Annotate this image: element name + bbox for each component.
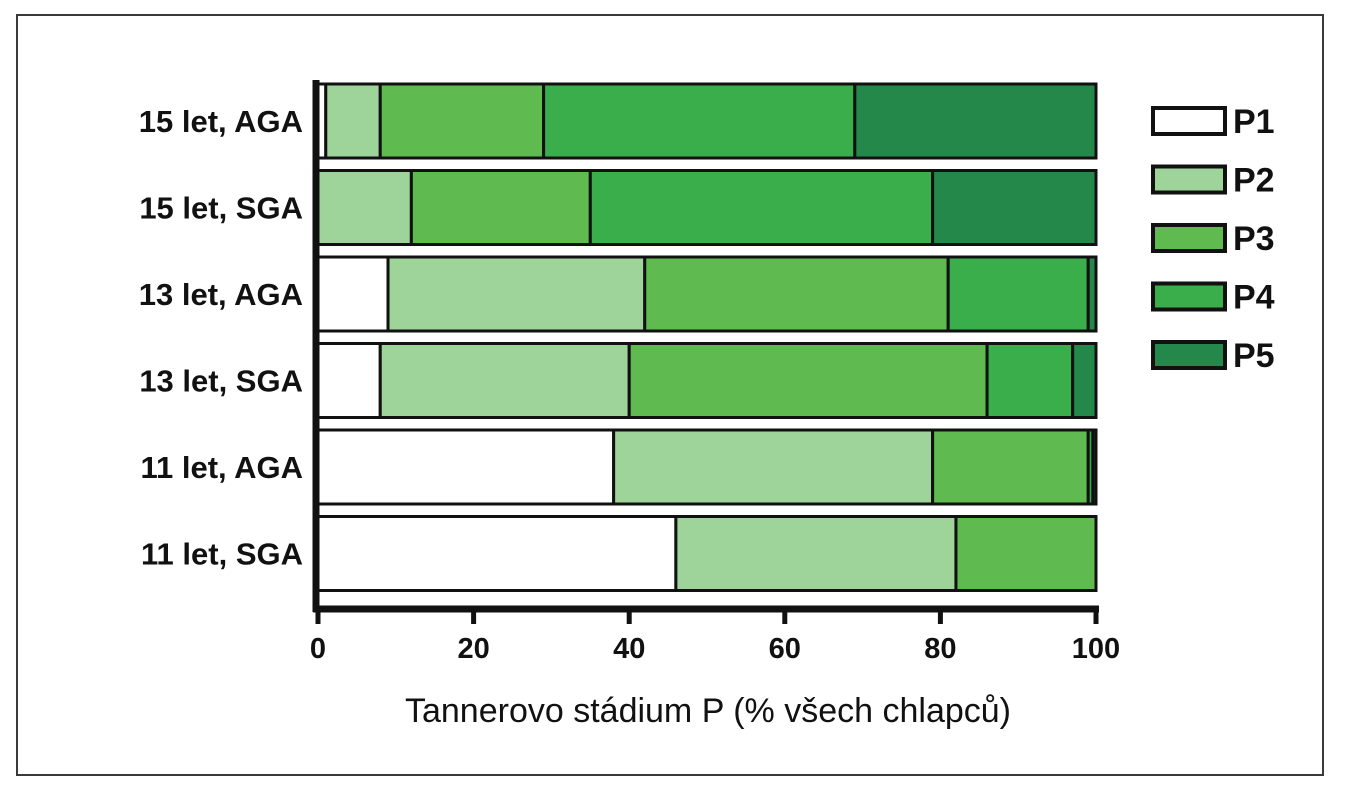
bar-segment-p4-row-2 <box>588 169 935 246</box>
bar-segment-p1-row-4 <box>316 342 382 419</box>
category-label: 13 let, AGA <box>139 277 303 312</box>
legend-label-p4: P4 <box>1233 279 1275 317</box>
x-tick-label: 100 <box>1072 633 1120 665</box>
bar-segment-p2-row-6 <box>674 515 958 592</box>
bar-segment-p2-row-5 <box>612 428 935 506</box>
category-label: 11 let, SGA <box>141 537 303 572</box>
bar-segment-p2-row-3 <box>386 255 647 333</box>
legend-swatch-p3 <box>1151 223 1227 253</box>
x-tick-label: 40 <box>613 633 645 665</box>
bar-segment-p5-row-3 <box>1086 255 1098 333</box>
bar-segment-p3-row-3 <box>643 255 950 333</box>
bar-segment-p3-row-2 <box>409 169 592 246</box>
bar-segment-p1-row-6 <box>316 515 678 592</box>
x-tick-label: 20 <box>457 633 489 665</box>
bar-segment-p5-row-5 <box>1091 428 1098 506</box>
bar-segment-p3-row-6 <box>954 515 1098 592</box>
x-tick-labels: 0 20 40 60 80 100 <box>310 633 1120 665</box>
bar-segment-p3-row-1 <box>378 82 546 160</box>
legend-swatch-p2 <box>1151 164 1227 195</box>
legend-label-p3: P3 <box>1233 220 1275 258</box>
bar-segment-p2-row-4 <box>378 342 631 419</box>
bar-segment-p3-row-5 <box>931 428 1090 506</box>
bar-segment-p4-row-1 <box>542 82 857 160</box>
bar-segment-p5-row-1 <box>853 82 1098 160</box>
x-tick-label: 0 <box>310 633 326 665</box>
category-label: 13 let, SGA <box>139 364 303 399</box>
legend-swatch-p5 <box>1151 340 1227 370</box>
x-tick-label: 60 <box>769 633 801 665</box>
category-label: 11 let, AGA <box>140 450 303 485</box>
bar-segment-p2-row-1 <box>324 82 382 160</box>
bar-segment-p1-row-5 <box>316 428 616 506</box>
legend: P1 P2 P3 P4 P5 <box>1151 103 1275 375</box>
legend-label-p2: P2 <box>1233 162 1275 200</box>
bar-segment-p4-row-4 <box>985 342 1075 419</box>
legend-swatch-p4 <box>1151 281 1227 312</box>
bar-segment-p2-row-2 <box>316 169 413 246</box>
category-labels: 15 let, AGA 15 let, SGA 13 let, AGA 13 let,… <box>139 104 303 572</box>
bar-segment-p5-row-4 <box>1071 342 1098 419</box>
bar-segment-p4-row-3 <box>946 255 1090 333</box>
category-label: 15 let, AGA <box>139 104 303 139</box>
bar-segment-p3-row-4 <box>627 342 989 419</box>
bars-group <box>316 82 1098 592</box>
bar-segment-p5-row-2 <box>931 169 1098 246</box>
axes-group <box>312 80 1099 624</box>
legend-swatch-p1 <box>1151 106 1227 136</box>
bar-segment-p1-row-3 <box>316 255 390 333</box>
legend-label-p5: P5 <box>1233 337 1275 375</box>
category-label: 15 let, SGA <box>139 191 303 226</box>
x-tick-label: 80 <box>924 633 956 665</box>
x-axis-title: Tannerovo stádium P (% všech chlapců) <box>405 692 1011 730</box>
legend-label-p1: P1 <box>1233 103 1275 141</box>
